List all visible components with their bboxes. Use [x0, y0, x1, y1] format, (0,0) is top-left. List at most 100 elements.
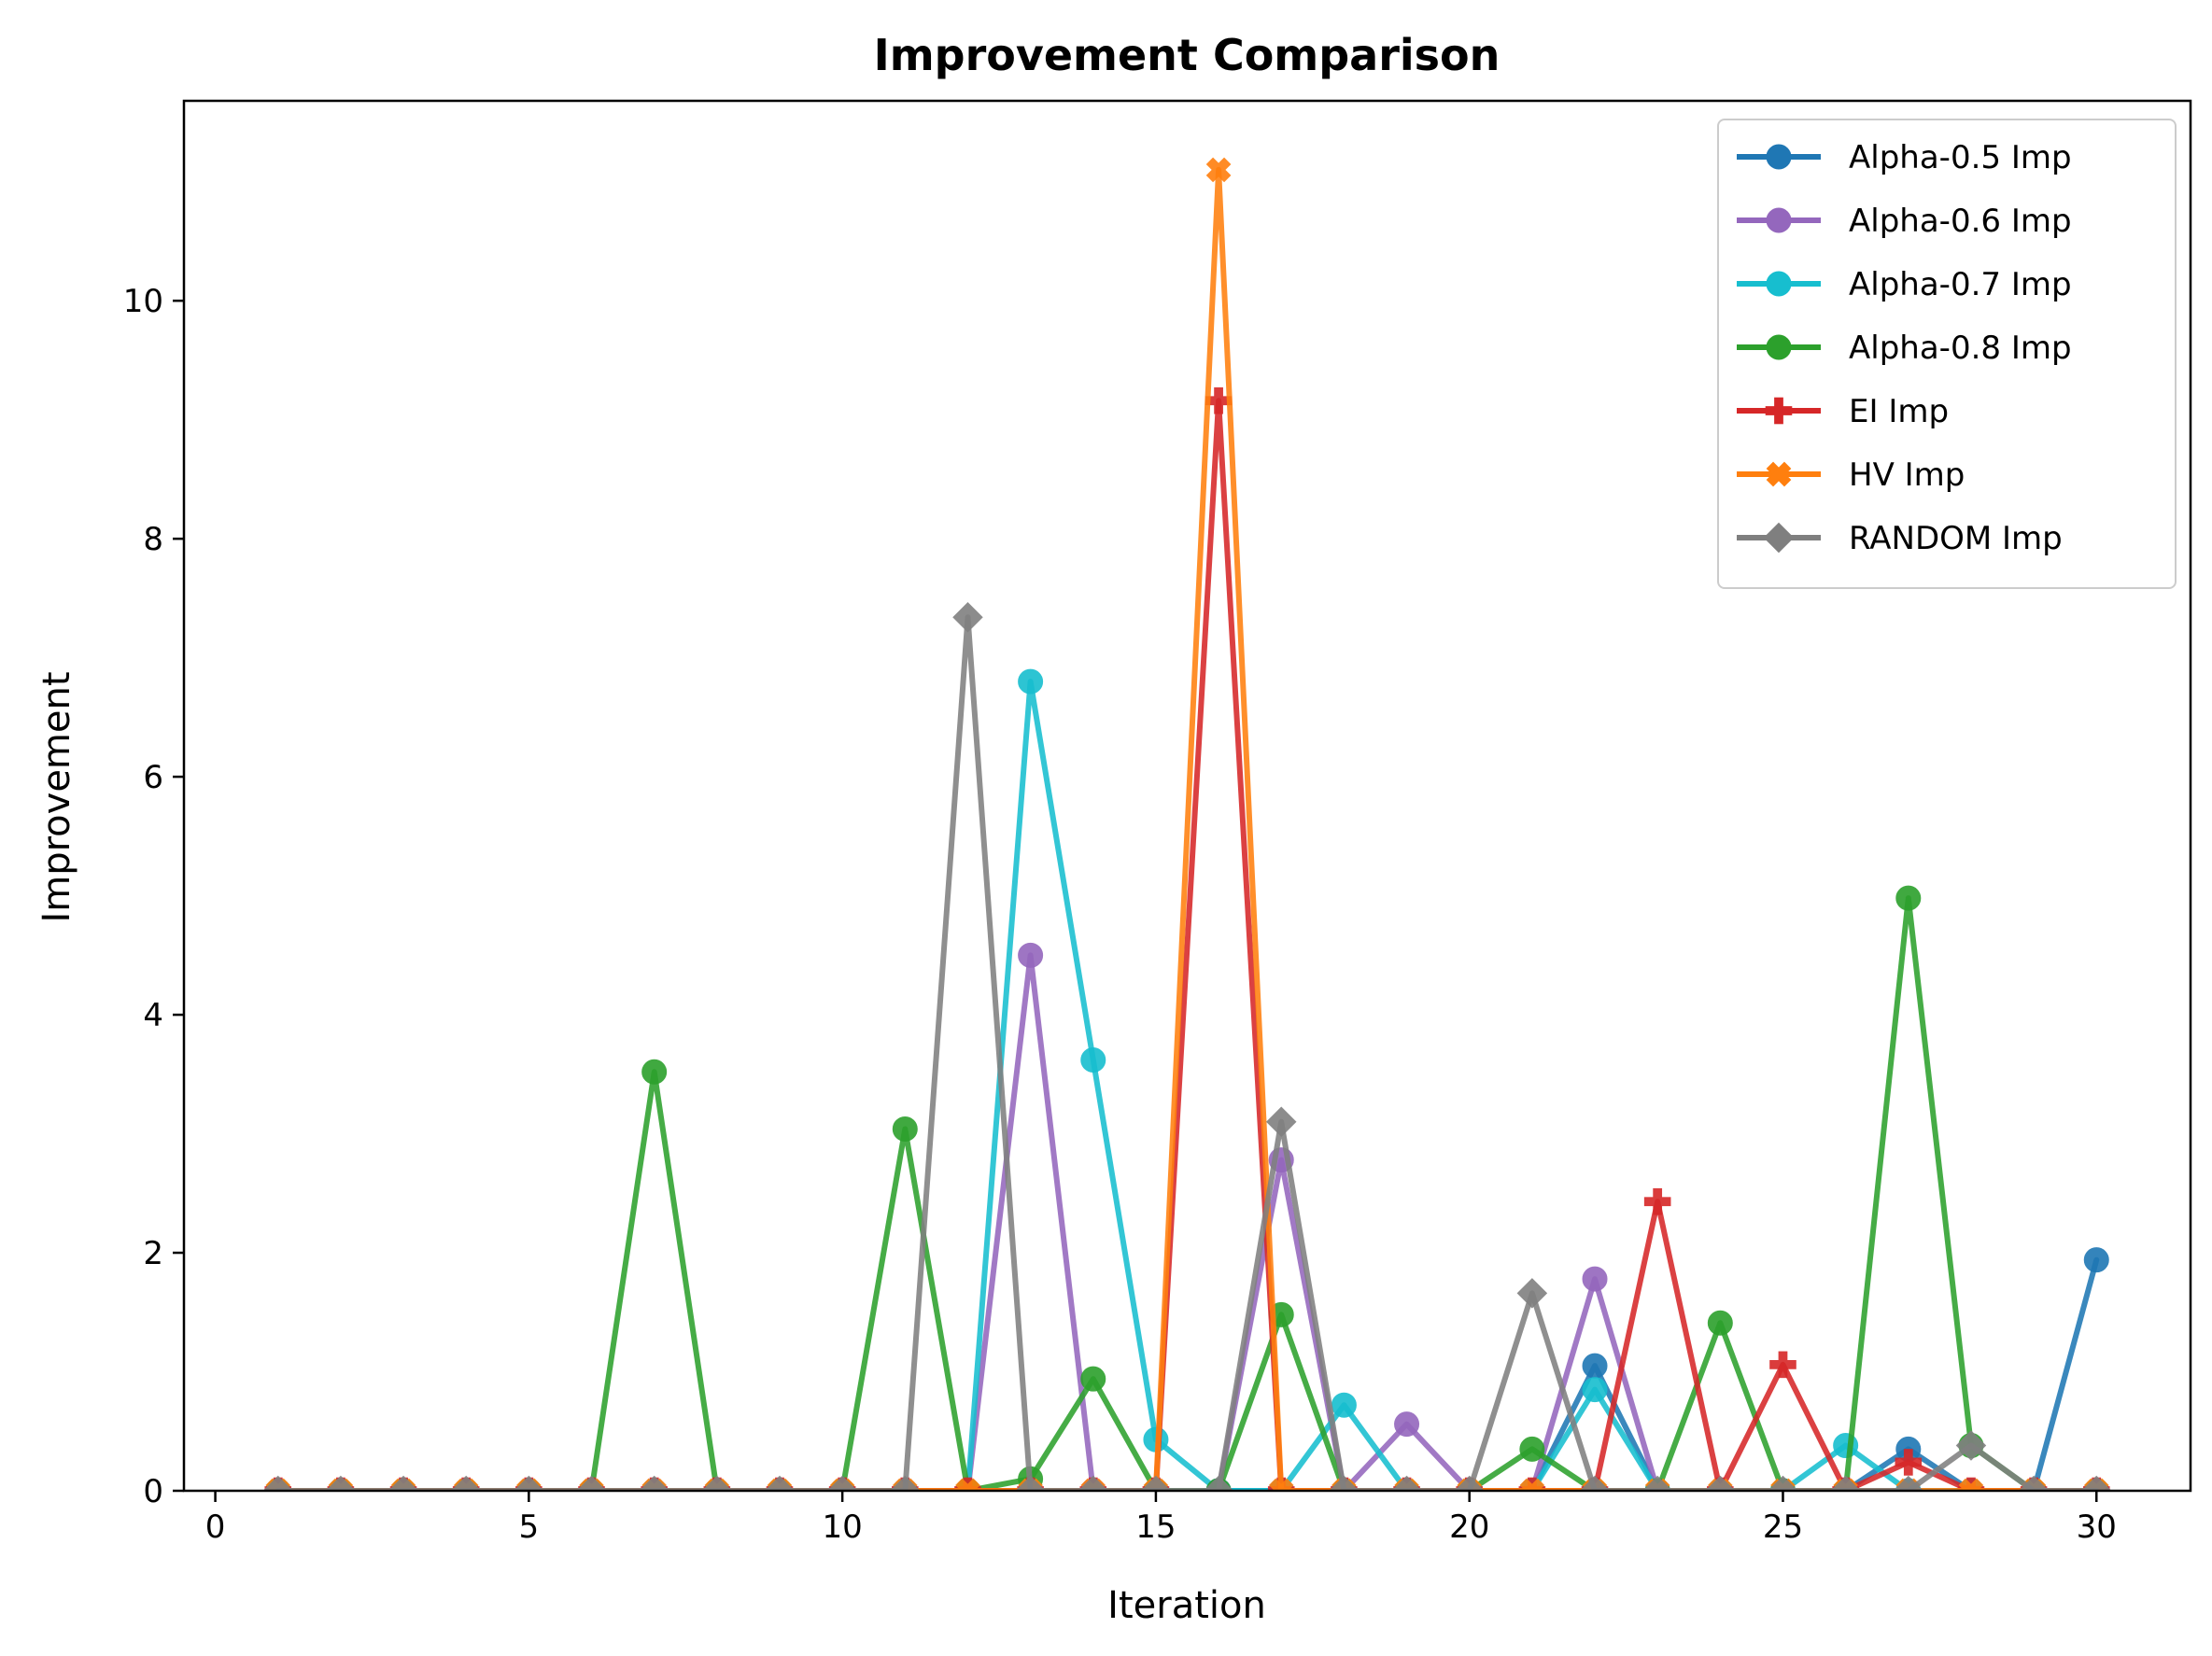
data-point-hv-imp	[955, 1478, 980, 1491]
legend-label: Alpha-0.5 Imp	[1849, 139, 2072, 176]
legend-label: HV Imp	[1849, 456, 1965, 494]
data-point-random-imp	[1768, 1475, 1798, 1491]
x-tick-label: 20	[1449, 1509, 1489, 1546]
x-tick-label: 30	[2077, 1509, 2117, 1546]
data-point-alpha-0-7-imp	[1833, 1433, 1859, 1459]
plot-frame	[182, 99, 2192, 1493]
series-line-hv-imp	[275, 166, 2100, 1491]
data-point-random-imp	[1705, 1475, 1736, 1491]
data-point-hv-imp	[1205, 157, 1232, 183]
series-line-ei-imp	[275, 398, 2100, 1491]
x-tick-label: 10	[823, 1509, 863, 1546]
x-tick-label: 5	[519, 1509, 540, 1546]
legend-label: Alpha-0.8 Imp	[1849, 330, 2072, 367]
data-point-random-imp	[1641, 1475, 1673, 1491]
data-point-alpha-0-6-imp	[1582, 1266, 1608, 1292]
data-point-random-imp	[952, 602, 983, 633]
data-point-alpha-0-5-imp	[2083, 1247, 2109, 1273]
plot-area	[262, 157, 2112, 1491]
y-axis-label: Improvement	[35, 671, 78, 922]
data-point-random-imp	[764, 1475, 796, 1491]
legend-item-hv-imp: HV Imp	[1737, 456, 1965, 494]
data-point-ei-imp	[1205, 386, 1233, 414]
legend-box	[1717, 119, 2177, 589]
data-point-random-imp	[1140, 1475, 1172, 1491]
data-point-hv-imp	[1268, 1478, 1294, 1491]
data-point-ei-imp	[1769, 1351, 1796, 1379]
data-point-ei-imp	[1895, 1449, 1923, 1476]
legend-item-random-imp: RANDOM Imp	[1737, 520, 2063, 557]
data-point-hv-imp	[1519, 1478, 1545, 1491]
data-point-random-imp	[1955, 1430, 1987, 1461]
data-point-alpha-0-6-imp	[1018, 942, 1044, 968]
data-point-alpha-0-5-imp	[1582, 1353, 1608, 1379]
legend-marker	[1766, 144, 1792, 170]
legend-item-alpha-0-5-imp: Alpha-0.5 Imp	[1737, 139, 2072, 176]
data-point-random-imp	[325, 1475, 357, 1491]
legend-label: Alpha-0.6 Imp	[1849, 203, 2072, 240]
data-point-random-imp	[639, 1475, 669, 1491]
x-tick-label: 25	[1763, 1509, 1803, 1546]
data-point-random-imp	[262, 1475, 293, 1491]
legend-marker	[1766, 461, 1792, 487]
data-point-random-imp	[1015, 1475, 1046, 1491]
y-tick-label: 6	[143, 759, 163, 796]
data-point-random-imp	[1454, 1475, 1485, 1491]
data-point-random-imp	[576, 1475, 607, 1491]
data-point-random-imp	[2018, 1475, 2050, 1491]
axes: 0 5 10 15 20 25 30 0 2 4 6 8 10	[123, 99, 2192, 1546]
data-point-random-imp	[1265, 1106, 1297, 1138]
legend-marker	[1765, 397, 1793, 425]
data-point-alpha-0-8-imp	[1707, 1310, 1733, 1336]
legend-marker	[1763, 522, 1795, 554]
data-point-alpha-0-8-imp	[892, 1116, 918, 1142]
data-point-random-imp	[450, 1475, 482, 1491]
data-point-random-imp	[387, 1475, 419, 1491]
legend-marker	[1766, 334, 1792, 360]
series-random-imp	[262, 602, 2112, 1491]
data-point-random-imp	[1391, 1475, 1422, 1491]
y-tick-label: 10	[123, 283, 163, 320]
legend-item-ei-imp: EI Imp	[1737, 393, 1949, 430]
data-point-ei-imp	[1643, 1187, 1671, 1215]
legend-item-alpha-0-6-imp: Alpha-0.6 Imp	[1737, 203, 2072, 240]
legend-label: EI Imp	[1849, 393, 1949, 430]
data-point-random-imp	[890, 1475, 921, 1491]
y-tick-label: 0	[143, 1473, 163, 1510]
y-tick-label: 8	[143, 521, 163, 558]
data-point-random-imp	[701, 1475, 733, 1491]
data-point-alpha-0-7-imp	[1080, 1047, 1106, 1074]
x-tick-label: 0	[205, 1509, 226, 1546]
data-point-alpha-0-8-imp	[641, 1059, 668, 1085]
data-point-random-imp	[1203, 1475, 1234, 1491]
data-point-random-imp	[2081, 1475, 2112, 1491]
data-point-random-imp	[826, 1475, 858, 1491]
y-tick-label: 2	[143, 1235, 163, 1272]
legend-marker	[1766, 207, 1792, 233]
data-point-alpha-0-8-imp	[1519, 1436, 1545, 1462]
x-axis-label: Iteration	[1107, 1584, 1266, 1627]
legend-marker	[1766, 271, 1792, 297]
data-point-random-imp	[1078, 1475, 1109, 1491]
data-point-random-imp	[1579, 1475, 1611, 1491]
legend-item-alpha-0-7-imp: Alpha-0.7 Imp	[1737, 266, 2072, 303]
data-point-alpha-0-7-imp	[1582, 1377, 1608, 1403]
data-point-alpha-0-6-imp	[1394, 1411, 1420, 1438]
data-point-alpha-0-7-imp	[1018, 668, 1044, 695]
legend-label: RANDOM Imp	[1849, 520, 2063, 557]
x-tick-label: 15	[1135, 1509, 1176, 1546]
chart-title: Improvement Comparison	[874, 30, 1500, 80]
legend: Alpha-0.5 Imp Alpha-0.6 Imp Alpha-0.7 Imp A…	[1717, 119, 2177, 589]
data-point-random-imp	[1830, 1475, 1861, 1491]
data-point-random-imp	[1893, 1475, 1924, 1491]
data-point-alpha-0-8-imp	[1895, 885, 1922, 911]
data-point-random-imp	[514, 1475, 544, 1491]
data-point-random-imp	[1329, 1475, 1360, 1491]
legend-item-alpha-0-8-imp: Alpha-0.8 Imp	[1737, 330, 2072, 367]
data-point-alpha-0-7-imp	[1331, 1392, 1357, 1418]
data-point-alpha-0-8-imp	[1080, 1366, 1106, 1392]
data-point-random-imp	[1516, 1278, 1548, 1309]
legend-label: Alpha-0.7 Imp	[1849, 266, 2072, 303]
